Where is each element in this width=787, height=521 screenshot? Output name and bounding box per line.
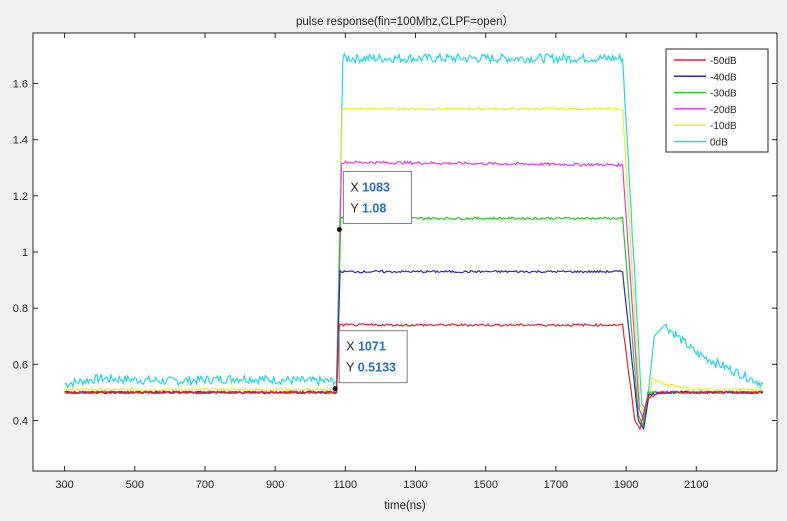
x-axis-label: time(ns) [384, 500, 426, 512]
chart-title: pulse response(fin=100Mhz,CLPF=open） [296, 15, 514, 28]
legend-item: -50dB [674, 56, 737, 67]
legend-label: -20dB [710, 105, 737, 116]
datatip-marker[interactable] [332, 386, 338, 392]
datatip-y-row: Y 1.08 [350, 202, 386, 216]
x-tick-label: 1700 [544, 479, 568, 491]
y-tick-label: 1.2 [13, 191, 28, 203]
axes-box [32, 32, 778, 472]
legend-item: -30dB [674, 89, 737, 100]
datatip-x-row: X 1071 [346, 340, 386, 354]
datatip-y-row: Y 0.5133 [346, 361, 396, 375]
legend-box [665, 48, 769, 153]
legend-label: -30dB [710, 89, 737, 100]
datatip-y-value: 1.08 [362, 202, 386, 216]
datatip-x-row: X 1083 [350, 181, 390, 195]
axis-ticks: 300 500 700 900 1100 1300 1500 1700 1900 2100 0.4 0… [13, 33, 777, 491]
legend-label: 0dB [710, 138, 728, 149]
datatip-x-label: X [350, 181, 362, 195]
legend-item: -20dB [674, 105, 737, 116]
x-tick-label: 1500 [473, 479, 497, 491]
y-tick-label: 1.6 [13, 79, 28, 91]
legend-item: -40dB [674, 72, 737, 83]
x-tick-label: 1900 [614, 479, 638, 491]
y-tick-label: 1.4 [13, 135, 28, 147]
datatip-y-label: Y [346, 361, 358, 375]
legend-label: -50dB [710, 56, 737, 67]
datatip-x-value: 1071 [358, 340, 386, 354]
y-tick-label: 0.6 [13, 359, 28, 371]
x-tick-label: 1100 [334, 479, 358, 491]
legend: -50dB -40dB -30dB -20dB -10dB 0dB [665, 48, 769, 153]
legend-label: -10dB [710, 121, 737, 132]
datatip-x-value: 1083 [362, 181, 390, 195]
series-lines [64, 52, 764, 431]
y-tick-label: 1 [22, 247, 28, 259]
datatip-y-label: Y [350, 202, 362, 216]
legend-item: -10dB [674, 121, 737, 132]
x-tick-label: 900 [266, 479, 284, 491]
datatip-box[interactable] [342, 171, 412, 225]
legend-item: 0dB [674, 138, 728, 149]
datatip-y-value: 0.5133 [358, 361, 396, 375]
x-tick-label: 700 [196, 479, 214, 491]
x-tick-label: 500 [126, 479, 144, 491]
y-tick-label: 0.8 [13, 303, 28, 315]
series-line-0 [64, 322, 764, 431]
datatip-marker[interactable] [336, 227, 342, 233]
y-tick-label: 0.4 [13, 415, 28, 427]
legend-label: -40dB [710, 72, 737, 83]
x-tick-label: 1300 [403, 479, 427, 491]
x-tick-label: 300 [55, 479, 73, 491]
x-tick-label: 2100 [684, 479, 708, 491]
datatip-x-label: X [346, 340, 358, 354]
datatip-box[interactable] [338, 330, 408, 384]
series-line-5 [64, 52, 764, 415]
